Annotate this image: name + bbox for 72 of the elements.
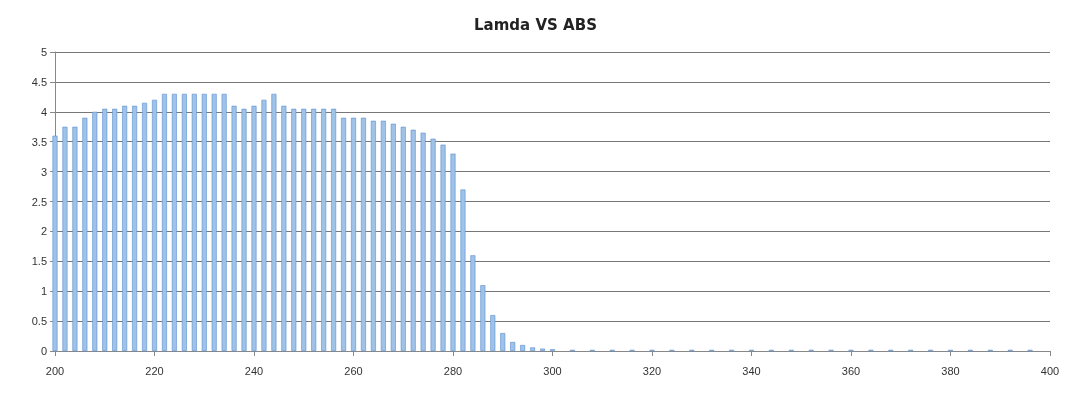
x-tick-label: 260 xyxy=(344,364,363,377)
x-tick-label: 240 xyxy=(244,364,264,377)
y-tick-label: 2 xyxy=(40,225,47,238)
bar xyxy=(92,111,98,351)
bar xyxy=(450,153,456,351)
x-tick-label: 340 xyxy=(742,364,761,377)
bar xyxy=(122,105,128,351)
bar xyxy=(291,108,297,351)
bar xyxy=(420,132,426,351)
bar xyxy=(520,345,526,351)
bar xyxy=(351,117,356,351)
y-tick-label: 4 xyxy=(40,105,47,118)
bar xyxy=(72,126,78,351)
bar xyxy=(341,117,347,351)
bar xyxy=(510,342,516,351)
bar xyxy=(181,93,187,351)
bar xyxy=(201,93,207,351)
y-tick-label: 0.5 xyxy=(31,315,47,328)
bar xyxy=(440,144,446,351)
bar xyxy=(132,105,138,351)
y-tick-label: 5 xyxy=(40,46,47,58)
bar xyxy=(480,285,486,351)
bar xyxy=(52,135,58,351)
bar xyxy=(281,105,287,351)
bar xyxy=(470,255,476,351)
bar xyxy=(112,108,118,351)
x-tick-label: 280 xyxy=(443,364,463,377)
bar xyxy=(191,93,197,351)
bar xyxy=(271,93,277,351)
bar xyxy=(152,99,157,351)
bar xyxy=(142,102,148,351)
bar xyxy=(261,99,267,351)
bar xyxy=(400,126,406,351)
bar xyxy=(251,105,257,351)
bar xyxy=(500,333,506,351)
bar xyxy=(211,93,217,351)
y-tick-label: 0 xyxy=(40,345,47,357)
bar xyxy=(311,108,317,351)
bar xyxy=(370,120,376,351)
chart-title: Lamda VS ABS xyxy=(474,15,597,34)
bar xyxy=(360,117,366,351)
bar xyxy=(490,315,496,351)
x-tick-label: 200 xyxy=(45,364,65,377)
x-tick-label: 400 xyxy=(1040,364,1060,377)
y-tick-label: 3.5 xyxy=(31,135,47,148)
bar xyxy=(390,123,396,351)
y-tick-label: 3 xyxy=(40,165,47,178)
y-tick-label: 2.5 xyxy=(31,195,47,208)
x-tick-label: 220 xyxy=(145,364,164,377)
x-tick-label: 380 xyxy=(941,364,960,377)
y-tick-label: 1 xyxy=(40,285,47,298)
x-tick-label: 320 xyxy=(642,364,662,377)
bar xyxy=(171,93,177,351)
x-tick-label: 300 xyxy=(543,364,562,377)
bar xyxy=(380,120,386,351)
y-tick-label: 1.5 xyxy=(31,255,47,268)
y-tick-label: 4.5 xyxy=(31,75,47,88)
bar xyxy=(102,108,108,351)
bar xyxy=(241,108,247,351)
bar xyxy=(82,117,88,351)
bar xyxy=(221,93,227,351)
bar xyxy=(301,108,307,351)
bar xyxy=(321,108,327,351)
bar xyxy=(430,138,436,351)
bar xyxy=(460,189,466,351)
x-tick-label: 360 xyxy=(841,364,861,377)
bar xyxy=(231,105,237,351)
bar xyxy=(410,129,416,351)
bar xyxy=(62,126,68,351)
bar xyxy=(530,347,536,351)
bar xyxy=(331,108,337,351)
bar xyxy=(161,93,167,351)
